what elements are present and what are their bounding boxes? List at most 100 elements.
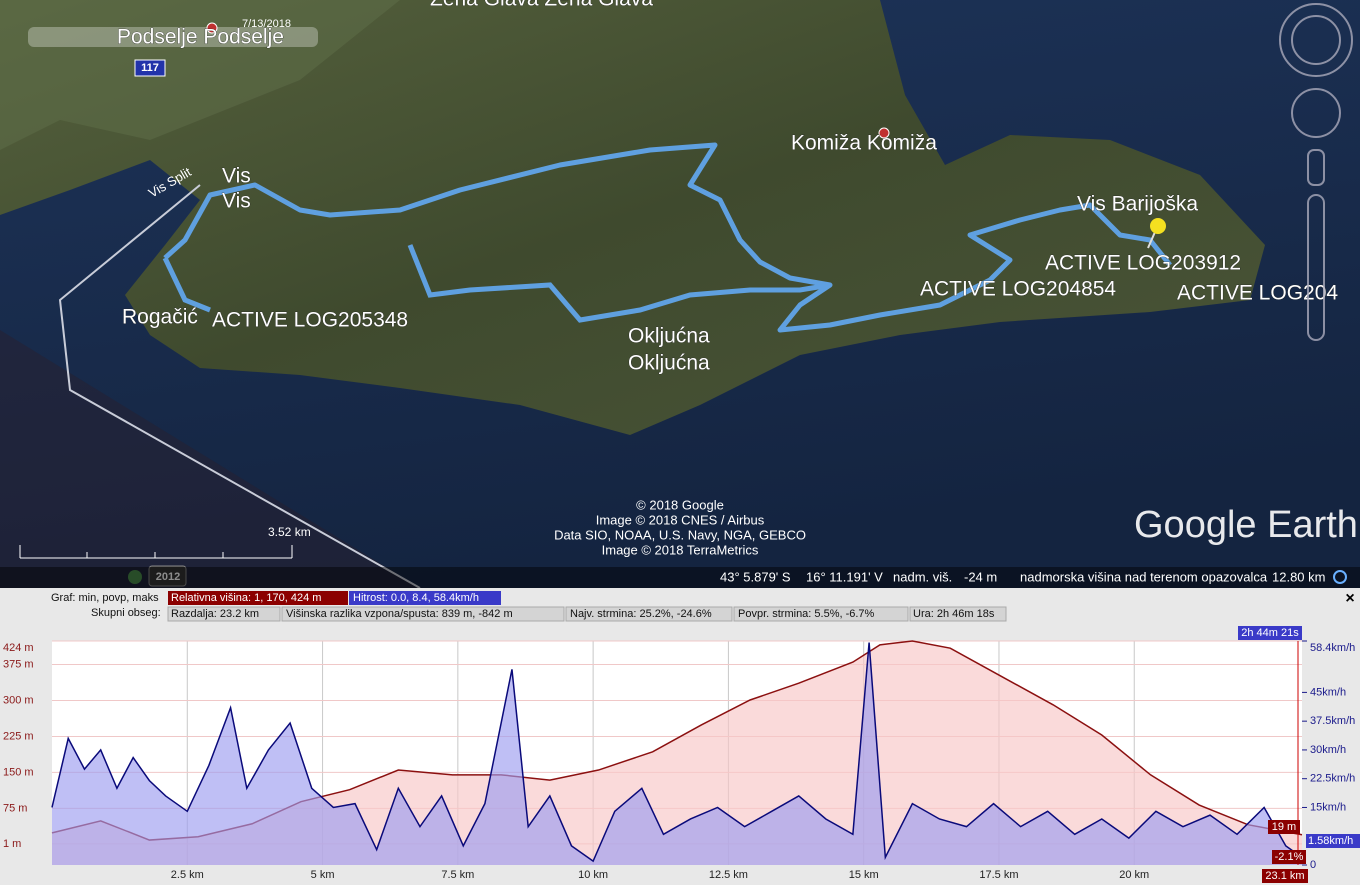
logo: Google Earth [1134, 504, 1358, 546]
gps-track [163, 142, 1172, 333]
land [0, 0, 1265, 435]
cursor-box [1272, 850, 1306, 864]
cursor-box [1262, 869, 1308, 883]
pushpin[interactable] [1147, 218, 1166, 249]
y-tick-label: 75 m [3, 802, 27, 814]
x-tick-label: 5 km [311, 869, 335, 881]
map-label: ACTIVE LOG205348 [212, 309, 408, 332]
info-time: Ura: 2h 46m 18s [913, 608, 995, 620]
attribution: Image © 2018 TerraMetrics [602, 542, 759, 557]
eye-altitude: 12.80 km [1272, 569, 1325, 584]
y2-tick-label: 58.4km/h [1310, 642, 1355, 654]
y-tick-label: 375 m [3, 658, 34, 670]
x-tick-label: 7.5 km [441, 869, 474, 881]
info-climb: Višinska razlika vzpona/spusta: 839 m, -… [286, 608, 513, 620]
map-label: ACTIVE LOG204854 [920, 278, 1116, 301]
status-bar [0, 567, 1360, 588]
info-label: Graf: min, povp, maks [51, 592, 159, 604]
farmland [0, 0, 400, 150]
info-label: Skupni obseg: [91, 607, 161, 619]
map-label: Zena Glava Zena Glava [430, 0, 653, 11]
info-elevation[interactable]: Relativna višina: 1, 170, 424 m [171, 592, 321, 604]
y-tick-label: 225 m [3, 730, 34, 742]
y2-tick-label: 37.5km/h [1310, 715, 1355, 727]
streaming-indicator [1333, 570, 1347, 584]
info-box [167, 606, 281, 622]
year-label[interactable]: 2012 [156, 571, 180, 583]
map-label: Vis [222, 165, 251, 188]
series-line [51, 642, 1303, 863]
info-box [565, 606, 733, 622]
attribution: © 2018 Google [636, 497, 724, 512]
scale-label: 3.52 km [268, 525, 311, 539]
y2-tick-label: 45km/h [1310, 686, 1346, 698]
map-label: Vis [222, 190, 251, 213]
y2-tick-label: 15km/h [1310, 801, 1346, 813]
map-label: Komiža Komiža [791, 132, 937, 155]
road-number: 117 [141, 62, 159, 74]
time-slider[interactable] [28, 27, 318, 47]
x-tick-label: 10 km [578, 869, 608, 881]
ferry-route [58, 184, 421, 588]
y2-tick-label: 22.5km/h [1310, 773, 1355, 785]
map-label: Okljućna [628, 325, 710, 348]
eye-altitude-label: nadmorska višina nad terenom opazovalca [1020, 569, 1268, 584]
info-box[interactable] [168, 591, 348, 605]
info-box[interactable] [349, 591, 501, 605]
cursor-time: 2h 44m 21s [1241, 627, 1299, 639]
cursor-box [1306, 834, 1360, 848]
map-label: Rogačić [122, 306, 198, 329]
map-label: Okljućna [628, 352, 710, 375]
date-label: 7/13/2018 [242, 18, 291, 30]
map-label: Vis Barijoška [1077, 193, 1198, 216]
map-label: ACTIVE LOG203912 [1045, 252, 1241, 275]
info-distance: Razdalja: 23.2 km [171, 608, 259, 620]
scale-bar [19, 545, 293, 559]
road-shield [134, 59, 166, 77]
elevation-profile: Graf: min, povp, maks Relativna višina: … [0, 588, 1360, 885]
gps-track [407, 244, 831, 323]
x-tick-label: 15 km [849, 869, 879, 881]
placemark[interactable] [206, 22, 218, 34]
dark-band [0, 330, 420, 588]
info-box [733, 606, 909, 622]
map-view[interactable]: Zena Glava Zena Glava Podselje Podselje … [0, 0, 1360, 588]
y2-tick-label: 30km/h [1310, 744, 1346, 756]
x-tick-label: 2.5 km [171, 869, 204, 881]
close-button[interactable]: × [1345, 590, 1354, 607]
series-area [52, 642, 1302, 865]
x-tick-label: 20 km [1119, 869, 1149, 881]
y-tick-label: 1 m [3, 838, 21, 850]
placemark[interactable] [878, 127, 890, 139]
cursor-elevation: 19 m [1272, 821, 1296, 833]
y2-tick-label: 0 [1310, 859, 1316, 871]
info-box [281, 606, 565, 622]
y-tick-label: 300 m [3, 694, 34, 706]
info-speed[interactable]: Hitrost: 0.0, 8.4, 58.4km/h [353, 592, 479, 604]
longitude: 16° 11.191' V [806, 569, 883, 584]
cursor-box [1268, 820, 1300, 834]
info-box [909, 606, 1007, 622]
latitude: 43° 5.879' S [720, 569, 791, 584]
attribution: Image © 2018 CNES / Airbus [596, 512, 765, 527]
cursor-distance: 23.1 km [1265, 870, 1304, 882]
attribution: Data SIO, NOAA, U.S. Navy, NGA, GEBCO [554, 527, 806, 542]
map-label: Podselje Podselje [117, 26, 284, 49]
y-tick-label: 424 m [3, 642, 34, 654]
x-tick-label: 12.5 km [709, 869, 748, 881]
cursor-speed: 1.58km/h [1308, 835, 1353, 847]
navigation-controls[interactable] [1279, 3, 1353, 341]
x-tick-label: 17.5 km [979, 869, 1018, 881]
elevation: -24 m [964, 569, 997, 584]
year-button[interactable] [148, 565, 187, 587]
cursor-grade: -2.1% [1275, 851, 1304, 863]
gps-track [162, 256, 211, 313]
map-label: ACTIVE LOG204 [1177, 282, 1338, 305]
info-avg-grade: Povpr. strmina: 5.5%, -6.7% [738, 608, 875, 620]
info-max-grade: Najv. strmina: 25.2%, -24.6% [570, 608, 712, 620]
historical-imagery-icon[interactable] [128, 570, 142, 584]
y-tick-label: 150 m [3, 766, 34, 778]
cursor-box [1238, 626, 1302, 640]
